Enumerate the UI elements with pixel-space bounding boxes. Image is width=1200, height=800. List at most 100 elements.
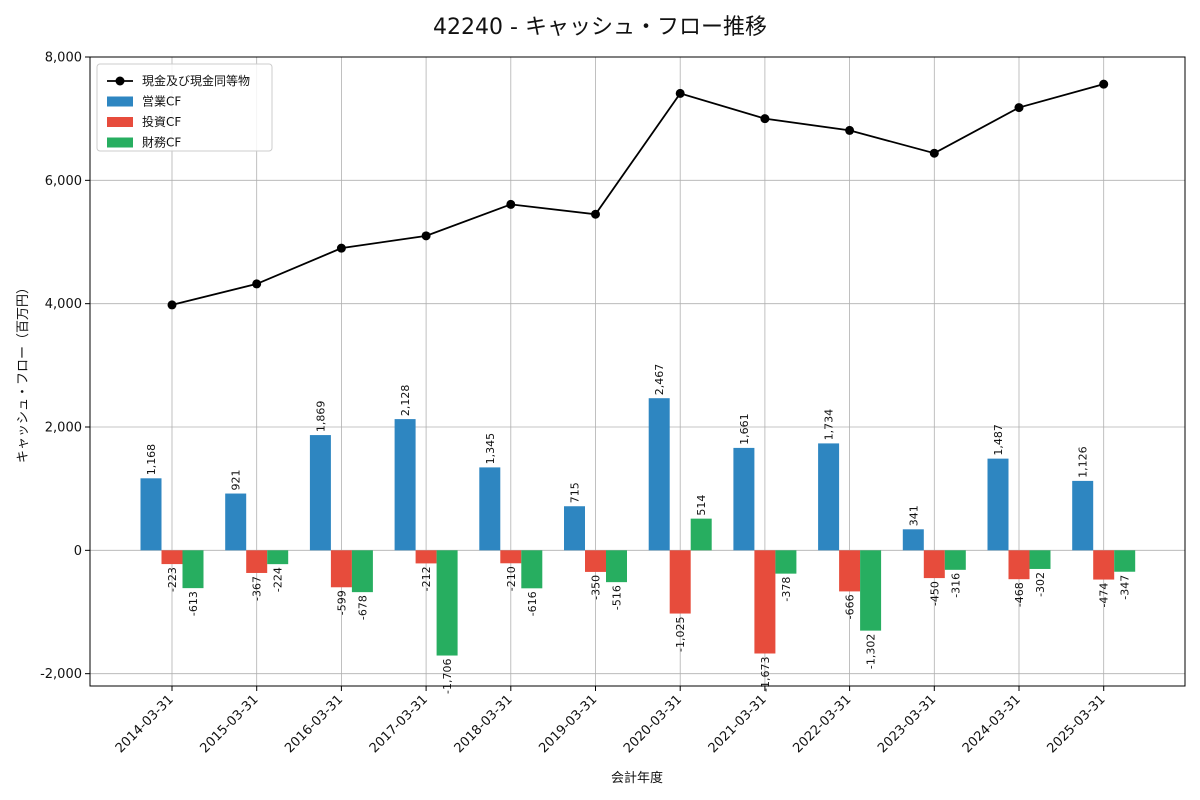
x-tick-label: 2025-03-31	[1044, 692, 1108, 756]
bar-value-label: -474	[1098, 583, 1111, 608]
bar-value-label: 1,869	[314, 401, 327, 433]
bar-value-label: -223	[166, 567, 179, 592]
bar-value-label: -613	[187, 591, 200, 616]
y-tick-label: 2,000	[45, 421, 82, 436]
x-tick-label: 2016-03-31	[282, 692, 346, 756]
x-tick-label: 2022-03-31	[790, 692, 854, 756]
bar	[267, 550, 289, 565]
bar-value-label: 1,487	[992, 424, 1005, 456]
x-tick-label: 2020-03-31	[621, 692, 685, 756]
bar-value-label: -599	[335, 590, 348, 615]
cash-point	[675, 88, 685, 98]
bar	[161, 550, 183, 565]
bar-value-label: 921	[230, 470, 243, 491]
bars: 1,168 921 1,869 2,128 1,345 715 2,467 1,661 1,73…	[140, 364, 1136, 694]
x-tick-label: 2018-03-31	[452, 692, 516, 756]
bar-value-label: -367	[251, 576, 264, 601]
bar	[1093, 550, 1115, 580]
cash-point	[760, 114, 770, 124]
y-tick-label: -2,000	[40, 667, 82, 682]
bar-value-label: -1,706	[441, 659, 454, 694]
bar-value-label: -210	[505, 566, 518, 591]
cash-point	[591, 209, 600, 219]
legend-label: 現金及び現金同等物	[142, 73, 250, 88]
bar	[182, 550, 204, 589]
bar-value-label: -316	[949, 573, 962, 598]
bar-value-label: -666	[844, 594, 857, 619]
legend-label: 投資CF	[142, 114, 181, 129]
bar	[585, 550, 606, 572]
y-tick-label: 4,000	[45, 297, 82, 312]
bar	[330, 550, 352, 588]
x-tick-label: 2014-03-31	[113, 692, 177, 756]
cash-point	[167, 300, 177, 310]
x-tick-label: 2015-03-31	[197, 692, 261, 756]
bar-value-label: 2,467	[653, 364, 666, 396]
cash-line-group	[167, 79, 1109, 310]
bar	[1072, 480, 1094, 551]
bar	[690, 518, 712, 551]
x-tick-label: 2024-03-31	[960, 692, 1024, 756]
bar	[606, 550, 627, 583]
bar	[436, 550, 458, 656]
bar	[839, 550, 861, 592]
cash-point	[929, 148, 939, 158]
legend-marker-swatch	[115, 76, 125, 86]
bar-value-label: 1,126	[1077, 446, 1090, 478]
bar	[225, 493, 247, 551]
legend-bar-swatch	[107, 96, 133, 107]
legend-label: 財務CF	[142, 135, 181, 150]
bar-value-label: -1,302	[865, 634, 878, 669]
bar	[394, 419, 416, 551]
bar	[415, 550, 437, 564]
bar-value-label: 1,661	[738, 413, 751, 445]
bar-value-label: 1,734	[823, 409, 836, 441]
legend-label: 営業CF	[142, 95, 181, 109]
bar	[1029, 550, 1051, 569]
bar	[923, 550, 945, 579]
bar	[860, 550, 882, 631]
bar-value-label: -468	[1013, 582, 1026, 607]
bar	[669, 550, 691, 614]
bar-value-label: 715	[569, 482, 582, 503]
bar	[754, 550, 776, 654]
bar-value-label: -302	[1034, 572, 1047, 597]
bar	[775, 550, 797, 574]
cash-point	[1014, 103, 1024, 113]
cash-point	[421, 231, 431, 241]
bar-value-label: -350	[590, 575, 603, 600]
bar	[246, 550, 268, 573]
cash-line	[171, 83, 1104, 306]
bar	[521, 550, 543, 589]
x-tick-label: 2023-03-31	[875, 692, 939, 756]
bar	[987, 458, 1009, 551]
bar-value-label: -1,025	[674, 617, 687, 652]
bar	[902, 529, 924, 551]
legend-box	[96, 63, 273, 152]
x-axis-label: 会計年度	[611, 770, 663, 786]
bar-value-label: 341	[907, 505, 920, 526]
bar	[1114, 550, 1136, 572]
bar-value-label: -212	[420, 566, 433, 591]
plot-frame	[89, 56, 1186, 687]
chart-title: 42240 - キャッシュ・フロー推移	[433, 15, 767, 40]
bar	[500, 550, 522, 564]
y-axis-label: キャッシュ・フロー（百万円）	[16, 281, 31, 463]
bar-value-label: -450	[928, 581, 941, 606]
legend-bar-swatch	[107, 137, 133, 148]
bar-value-label: -347	[1119, 575, 1132, 600]
bar-value-label: 2,128	[399, 385, 412, 417]
bar	[309, 435, 331, 551]
x-tick-label: 2021-03-31	[706, 692, 770, 756]
bar-value-label: -1,673	[759, 657, 772, 692]
bar	[479, 467, 501, 551]
bar	[351, 550, 373, 593]
bar-value-label: -378	[780, 577, 793, 602]
legend-bar-swatch	[107, 117, 133, 127]
x-tick-label: 2019-03-31	[536, 692, 600, 756]
bar	[564, 506, 585, 551]
bar-value-label: -678	[356, 595, 369, 620]
bar-value-label: -616	[526, 591, 539, 616]
y-tick-label: 0	[74, 544, 82, 559]
